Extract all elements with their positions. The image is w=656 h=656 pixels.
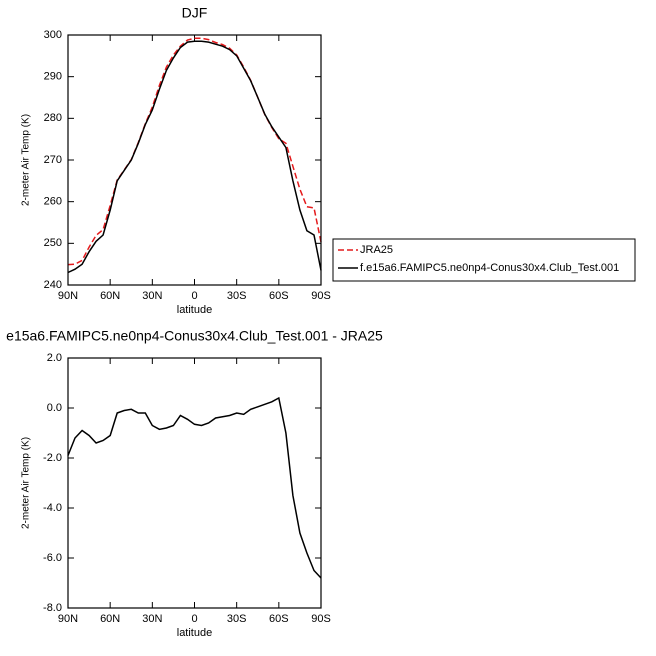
x-tick-label: 90S	[311, 613, 331, 625]
y-tick-label: -2.0	[43, 452, 62, 464]
legend-label: JRA25	[360, 244, 393, 256]
y-tick-label: 260	[44, 196, 62, 208]
y-tick-label: 240	[44, 279, 62, 291]
y-tick-label: 0.0	[47, 402, 62, 414]
x-tick-label: 90N	[58, 613, 78, 625]
x-tick-label: 30N	[142, 290, 162, 302]
plot-frame	[67, 34, 322, 286]
x-axis-label: latitude	[177, 627, 212, 639]
y-tick-label: 270	[44, 154, 62, 166]
chart-title: DJF	[182, 5, 208, 21]
y-tick-label: 250	[44, 237, 62, 249]
y-tick-label: 300	[44, 29, 62, 41]
x-tick-label: 90S	[311, 290, 331, 302]
x-tick-label: 30N	[142, 613, 162, 625]
y-axis-label: 2-meter Air Temp (K)	[21, 114, 32, 206]
legend-label: f.e15a6.FAMIPC5.ne0np4-Conus30x4.Club_Te…	[360, 262, 619, 274]
y-axis-label: 2-meter Air Temp (K)	[21, 437, 32, 529]
y-tick-label: 290	[44, 71, 62, 83]
y-tick-label: -4.0	[43, 502, 62, 514]
x-axis-label: latitude	[177, 304, 212, 316]
y-tick-label: -8.0	[43, 602, 62, 614]
x-tick-label: 90N	[58, 290, 78, 302]
data-line	[67, 40, 322, 274]
x-tick-label: 0	[191, 290, 197, 302]
x-tick-label: 30S	[227, 613, 247, 625]
y-tick-label: -6.0	[43, 552, 62, 564]
x-tick-label: 60N	[100, 290, 120, 302]
x-tick-label: 0	[191, 613, 197, 625]
y-tick-label: 280	[44, 112, 62, 124]
x-tick-label: 60N	[100, 613, 120, 625]
chart-title: e15a6.FAMIPC5.ne0np4-Conus30x4.Club_Test…	[6, 328, 383, 344]
plot-frame	[67, 357, 322, 609]
data-line	[67, 396, 322, 579]
y-tick-label: 2.0	[47, 352, 62, 364]
x-tick-label: 30S	[227, 290, 247, 302]
x-tick-label: 60S	[269, 613, 289, 625]
data-line	[67, 37, 322, 266]
x-tick-label: 60S	[269, 290, 289, 302]
legend-box	[332, 238, 636, 282]
